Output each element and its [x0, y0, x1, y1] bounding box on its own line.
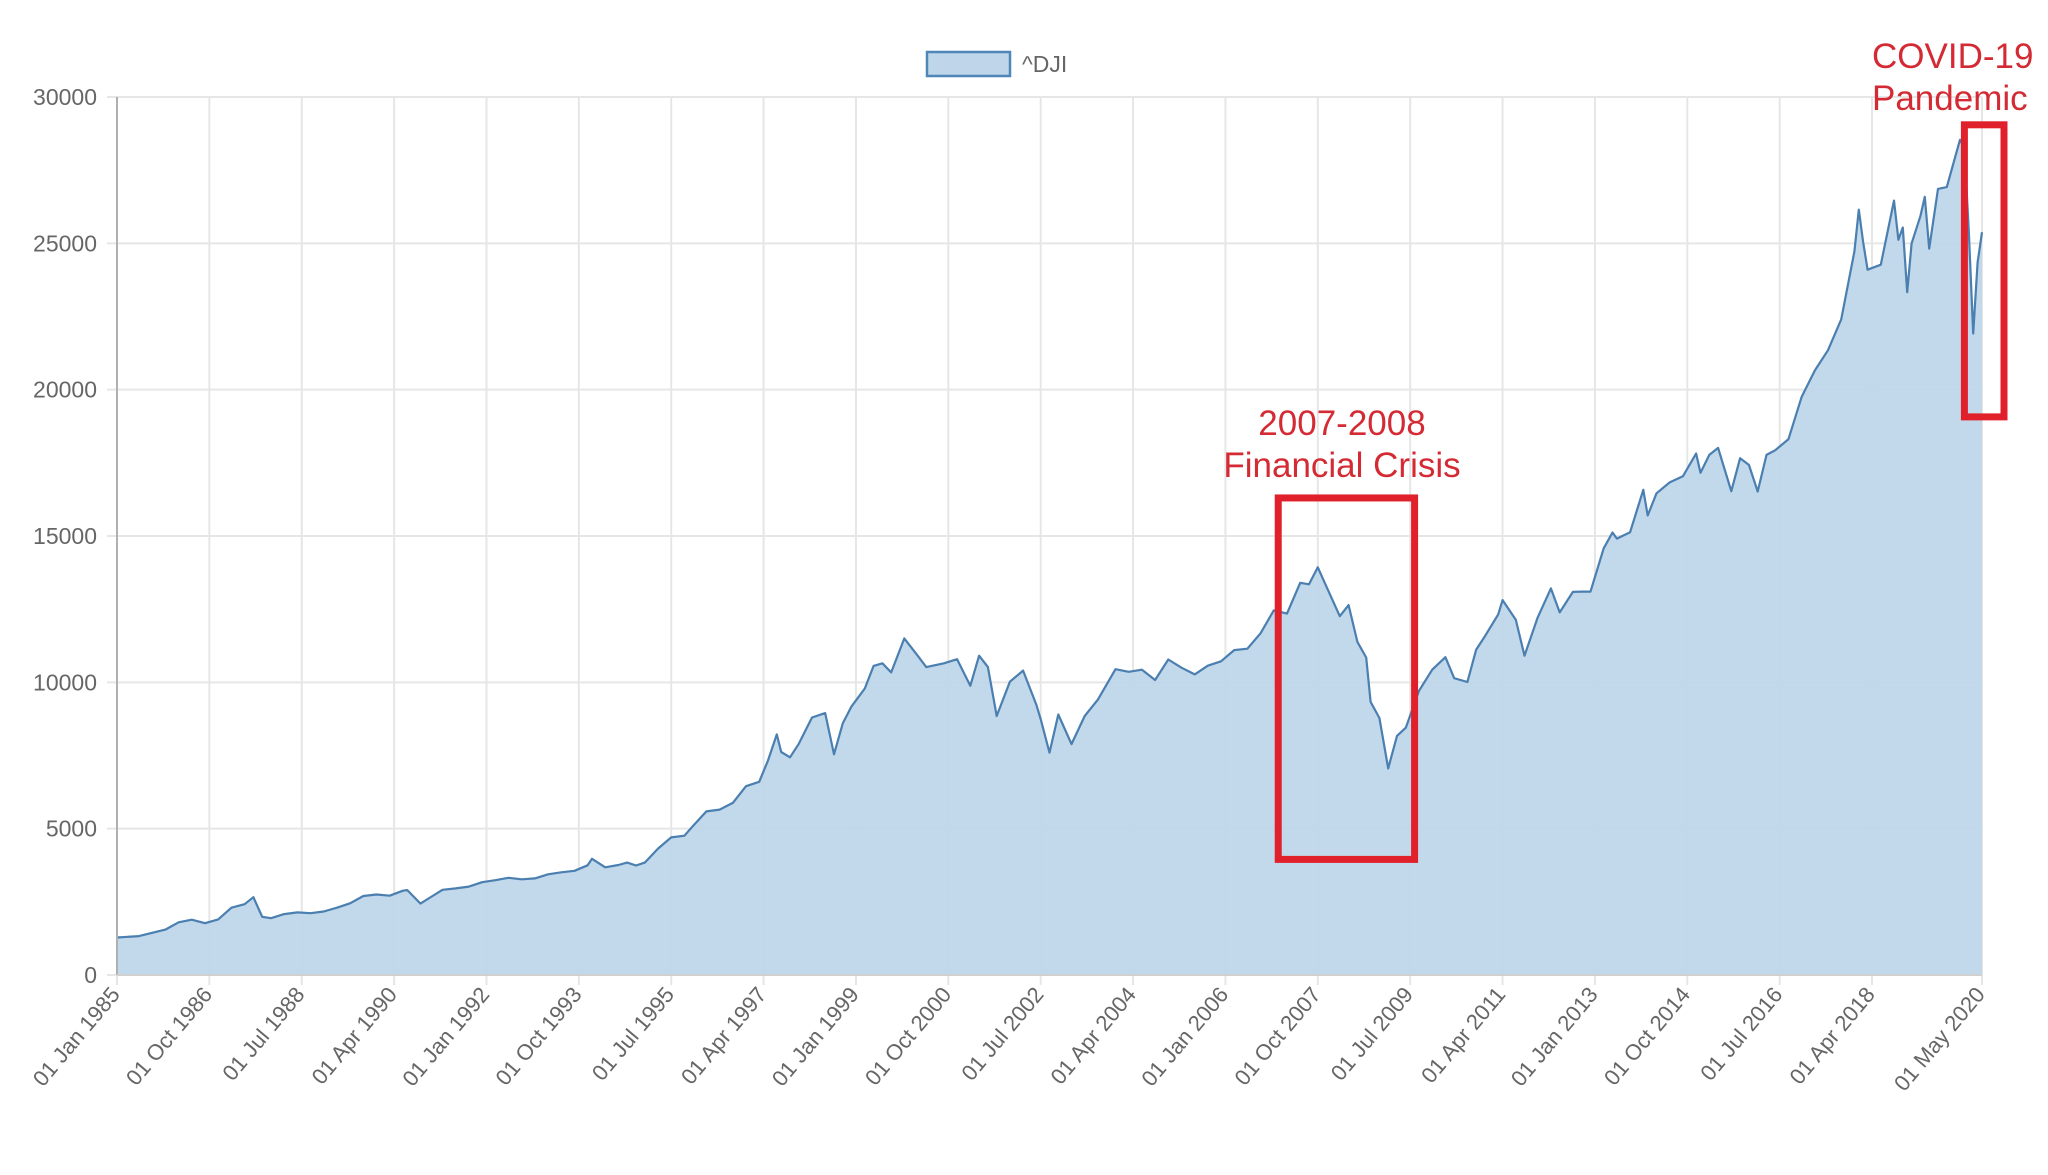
x-tick-label: 01 Apr 2004	[1045, 982, 1140, 1089]
x-tick-label: 01 May 2020	[1889, 982, 1990, 1096]
x-tick-label: 01 Oct 2000	[860, 982, 956, 1090]
legend-swatch[interactable]	[925, 50, 1012, 78]
x-tick-label: 01 Jan 2013	[1506, 982, 1603, 1091]
annotation-label: 2007-2008	[1258, 404, 1425, 443]
y-tick-label: 15000	[33, 523, 97, 549]
x-tick-label: 01 Oct 1993	[490, 982, 586, 1090]
y-tick-label: 30000	[33, 84, 97, 110]
x-tick-label: 01 Jan 2006	[1136, 982, 1233, 1091]
x-tick-label: 01 Jan 1999	[767, 982, 864, 1091]
x-tick-label: 01 Jul 1988	[217, 982, 309, 1085]
x-tick-label: 01 Apr 2018	[1784, 982, 1879, 1089]
area-fill	[117, 139, 1982, 975]
annotation-box	[1960, 121, 2008, 421]
x-tick-label: 01 Jul 1995	[587, 982, 679, 1085]
y-tick-label: 25000	[33, 230, 97, 256]
series-line	[116, 138, 1984, 939]
annotation-label: Financial Crisis	[1223, 446, 1460, 485]
y-tick-label: 5000	[46, 816, 97, 842]
x-tick-label: 01 Apr 2011	[1416, 982, 1510, 1088]
legend-label[interactable]: ^DJI	[1022, 51, 1067, 77]
annotation-label: COVID-19	[1872, 37, 2033, 76]
x-tick-label: 01 Oct 1986	[121, 982, 217, 1090]
x-tick-label: 01 Jan 1992	[397, 982, 494, 1091]
y-axis-ticks: 0 5000 10000 15000 20000 25000 30000	[33, 84, 97, 988]
x-tick-label: 01 Jan 1985	[28, 982, 125, 1091]
axes	[116, 97, 1982, 976]
legend[interactable]: ^DJI	[925, 50, 1067, 78]
x-tick-label: 01 Apr 1990	[307, 982, 402, 1089]
data-area	[116, 138, 1984, 975]
y-tick-label: 10000	[33, 669, 97, 695]
x-tick-label: 01 Jul 2002	[956, 982, 1048, 1085]
annotation-label: Pandemic	[1872, 79, 2028, 118]
annotation-box	[1274, 494, 1419, 863]
x-tick-label: 01 Oct 2014	[1599, 982, 1695, 1090]
y-tick-label: 0	[84, 962, 97, 988]
x-tick-label: 01 Apr 1997	[676, 982, 771, 1089]
x-tick-label: 01 Jul 2016	[1695, 982, 1787, 1085]
x-tick-label: 01 Jul 2009	[1326, 982, 1418, 1085]
y-tick-label: 20000	[33, 377, 97, 403]
x-tick-label: 01 Oct 2007	[1229, 982, 1325, 1090]
